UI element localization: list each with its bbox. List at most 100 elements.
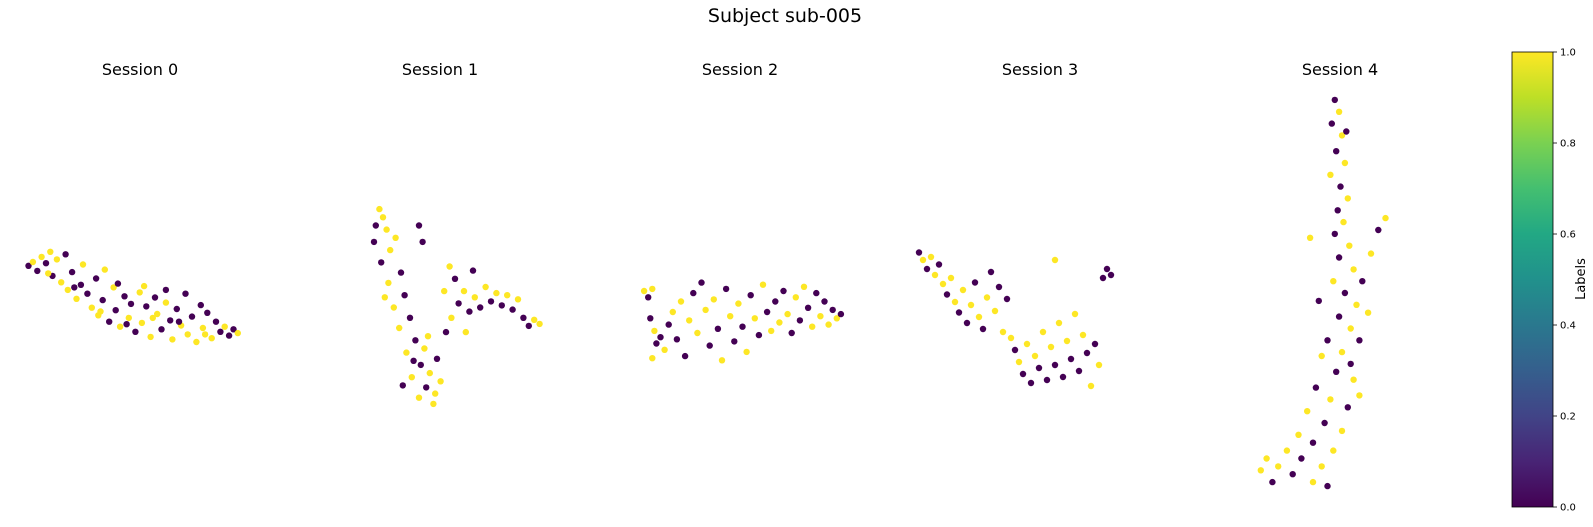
scatter-point — [498, 302, 505, 309]
scatter-point — [381, 294, 388, 301]
scatter-point — [1335, 313, 1343, 320]
scatter-point — [441, 287, 448, 295]
scatter-point — [88, 304, 96, 311]
colorbar: 0.0 0.2 0.4 0.6 0.8 1.0 Labels — [1511, 48, 1589, 514]
scatter-point — [1019, 370, 1027, 378]
scatter-point — [1067, 355, 1075, 363]
scatter-point — [138, 319, 146, 327]
scatter-point — [755, 331, 763, 339]
scatter-point — [376, 205, 383, 213]
scatter-point — [204, 309, 211, 316]
scatter-point — [1333, 148, 1340, 155]
scatter-point — [469, 267, 477, 274]
scatter-point — [424, 333, 432, 340]
scatter-point — [175, 318, 183, 325]
scatter-point — [1347, 360, 1354, 368]
scatter-point — [390, 304, 397, 311]
scatter-point — [923, 265, 931, 273]
scatter-point — [1007, 334, 1015, 342]
scatter-point — [796, 317, 804, 324]
scatter-point — [809, 323, 816, 330]
scatter-point — [759, 281, 767, 288]
scatter-point — [1350, 376, 1357, 383]
scatter-point — [1306, 234, 1314, 241]
scatter-point — [1091, 340, 1099, 348]
scatter-point — [1331, 96, 1339, 104]
scatter-point — [983, 294, 991, 301]
scatter-point — [1338, 427, 1346, 435]
scatter-point — [112, 307, 119, 314]
colorbar-gradient — [1511, 51, 1554, 508]
scatter-point — [640, 287, 648, 295]
scatter-point — [661, 346, 668, 353]
scatter-point — [763, 308, 771, 316]
scatter-point — [79, 261, 87, 268]
scatter-point — [1340, 218, 1347, 226]
scatter-point — [1338, 132, 1346, 139]
scatter-point — [167, 317, 174, 324]
scatter-point — [29, 258, 37, 266]
scatter-point — [1356, 337, 1363, 344]
scatter-point — [437, 378, 444, 385]
scatter-point — [182, 290, 189, 297]
scatter-point — [536, 320, 543, 328]
scatter-point — [460, 287, 468, 295]
scatter-point — [1330, 278, 1337, 285]
scatter-point — [149, 314, 156, 322]
scatter-point — [1047, 343, 1055, 351]
scatter-point — [143, 303, 150, 310]
scatter-point — [442, 328, 450, 336]
scatter-point — [58, 279, 65, 286]
scatter-point — [387, 246, 394, 254]
scatter-point — [1346, 242, 1353, 249]
scatter-point — [677, 298, 685, 305]
scatter-point — [34, 267, 41, 275]
scatter-point — [1051, 361, 1059, 369]
scatter-point — [432, 390, 439, 397]
scatter-point — [1043, 376, 1051, 384]
scatter-point — [645, 294, 652, 301]
scatter-point — [520, 314, 527, 321]
scatter-point — [714, 325, 722, 332]
scatter-point — [915, 249, 923, 256]
scatter-point — [1283, 447, 1291, 454]
panel-title: Session 3 — [1002, 60, 1078, 79]
scatter-point — [1337, 183, 1344, 190]
scatter-point — [199, 324, 207, 332]
scatter-point — [1343, 128, 1350, 135]
scatter-point — [1095, 361, 1103, 369]
scatter-point — [417, 361, 424, 369]
scatter-point — [804, 304, 812, 311]
scatter-point — [1059, 373, 1067, 381]
scatter-point — [471, 294, 478, 301]
scatter-point — [531, 316, 538, 323]
scatter-point — [1051, 256, 1059, 264]
scatter-point — [1353, 301, 1360, 308]
scatter-point — [943, 291, 951, 298]
scatter-point — [651, 327, 658, 335]
scatter-point — [669, 308, 676, 316]
scatter-point — [837, 310, 845, 318]
scatter-point — [372, 222, 379, 229]
session-panel-4: Session 4 — [1257, 60, 1389, 490]
scatter-point — [935, 261, 943, 268]
scatter-point — [995, 283, 1003, 291]
scatter-point — [412, 337, 419, 344]
scatter-point — [147, 333, 154, 341]
scatter-point — [751, 315, 758, 322]
scatter-point — [829, 306, 836, 314]
scatter-point — [1347, 325, 1354, 332]
scatter-point — [77, 281, 85, 288]
scatter-point — [1079, 331, 1087, 339]
scatter-point — [1318, 463, 1325, 470]
scatter-point — [47, 248, 54, 255]
scatter-panels: Session 0 Session 1 Session 2 Session 3 Sess… — [25, 60, 1389, 490]
scatter-point — [217, 328, 224, 335]
scatter-point — [45, 270, 52, 277]
scatter-point — [64, 286, 72, 294]
scatter-point — [193, 338, 200, 346]
scatter-point — [448, 314, 455, 321]
scatter-point — [378, 259, 385, 266]
scatter-point — [947, 274, 955, 282]
scatter-point — [106, 318, 113, 325]
